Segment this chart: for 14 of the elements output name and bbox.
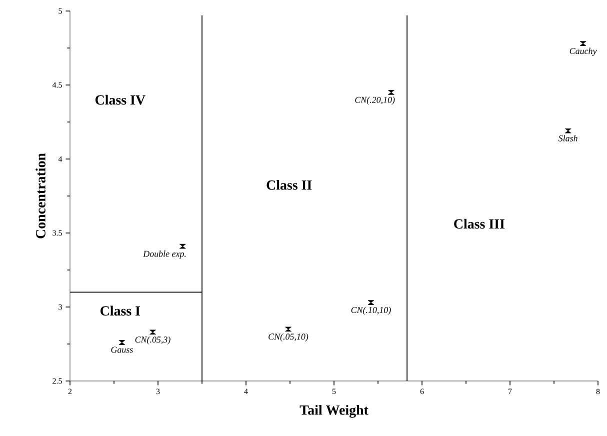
series-label: Double exp. xyxy=(143,250,186,259)
series-label: Slash xyxy=(558,135,578,142)
annotation: Class IV xyxy=(95,94,146,105)
series-label: CN(.20,10) xyxy=(355,96,395,105)
series-label: CN(.05,10) xyxy=(268,333,308,342)
annotation: Class I xyxy=(100,306,140,316)
series-label: CN(.05,3) xyxy=(135,336,170,344)
series-label: CN(.10,10) xyxy=(351,306,391,315)
annotation: Class II xyxy=(266,180,312,190)
series-label: Cauchy xyxy=(570,48,597,56)
y-axis-title: Concentration xyxy=(36,153,46,238)
series-label: Gauss xyxy=(111,346,133,353)
x-axis-title: Tail Weight xyxy=(300,404,368,418)
annotation: Class III xyxy=(454,218,504,229)
